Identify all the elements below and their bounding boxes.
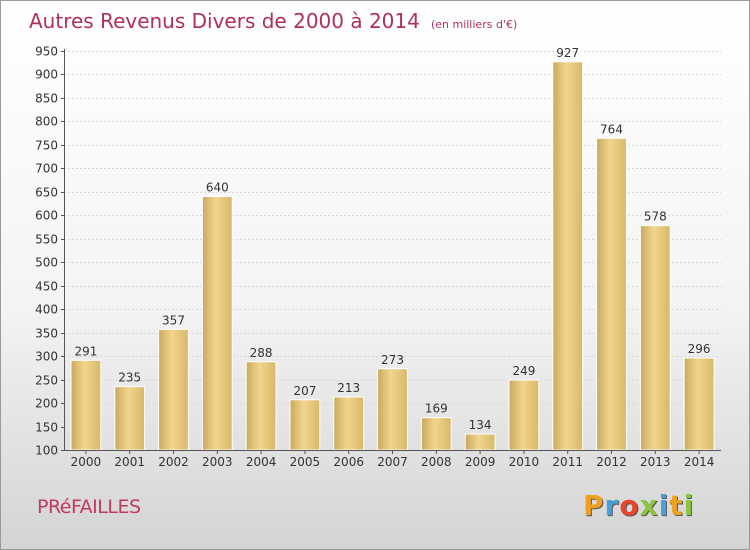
- data-label: 578: [644, 210, 667, 224]
- x-tick-label: 2007: [377, 455, 408, 469]
- logo-letter: r: [604, 489, 620, 522]
- x-tick-label: 2008: [421, 455, 452, 469]
- x-tick-label: 2009: [465, 455, 496, 469]
- proxiti-logo: Proxiti: [583, 489, 694, 522]
- bar: [683, 357, 715, 451]
- x-tick-label: 2012: [596, 455, 627, 469]
- x-tick-label: 2010: [509, 455, 540, 469]
- data-label: 213: [337, 381, 360, 395]
- y-tick-label: 850: [35, 92, 58, 106]
- x-tick-label: 2011: [552, 455, 583, 469]
- y-axis: 100 150 200 250 300 350 400 450 500 550 600 650 700 7…: [35, 45, 65, 458]
- logo-letter: o: [619, 489, 640, 522]
- y-tick-label: 450: [35, 280, 58, 294]
- y-tick-label: 700: [35, 162, 58, 176]
- bar: [596, 137, 627, 451]
- y-tick-label: 950: [35, 45, 58, 59]
- y-tick-label: 350: [35, 327, 58, 341]
- bar: [289, 399, 321, 451]
- bar: [508, 379, 540, 451]
- y-tick-label: 550: [35, 233, 58, 247]
- bars: [70, 61, 715, 451]
- x-axis: 2000 2001 2002 2003 2004 2005 2006 2007 2008 2009…: [64, 450, 721, 469]
- data-label: 288: [250, 346, 273, 360]
- title-block: Autres Revenus Divers de 2000 à 2014 (en…: [29, 9, 517, 33]
- y-tick-label: 400: [35, 303, 58, 317]
- y-tick-label: 650: [35, 186, 58, 200]
- data-label: 249: [512, 364, 535, 378]
- chart-unit: (en milliers d'€): [430, 18, 518, 31]
- data-label: 273: [381, 353, 404, 367]
- logo-letter: x: [639, 489, 659, 522]
- data-label: 764: [600, 122, 623, 136]
- bar: [464, 433, 496, 451]
- data-label: 207: [293, 384, 316, 398]
- chart-title: Autres Revenus Divers de 2000 à 2014: [29, 9, 420, 33]
- data-label: 134: [469, 418, 492, 432]
- bar: [114, 386, 146, 451]
- y-tick-label: 250: [35, 374, 58, 388]
- bar: [552, 61, 584, 451]
- bar: [377, 368, 408, 451]
- commune-name: PRéFAILLES: [37, 496, 141, 518]
- y-tick-label: 800: [35, 115, 58, 129]
- x-tick-label: 2006: [333, 455, 364, 469]
- data-label: 291: [74, 344, 97, 358]
- logo-letter: P: [583, 489, 605, 522]
- x-tick-label: 2004: [246, 455, 277, 469]
- data-label: 357: [162, 313, 185, 327]
- bar: [70, 359, 102, 451]
- data-label: 927: [556, 46, 579, 60]
- bar: [420, 417, 452, 451]
- bar: [158, 328, 189, 451]
- x-tick-label: 2001: [114, 455, 145, 469]
- bar: [333, 396, 365, 451]
- y-tick-label: 150: [35, 421, 58, 435]
- x-tick-label: 2013: [640, 455, 671, 469]
- logo-letter: i: [683, 489, 695, 522]
- x-tick-label: 2000: [71, 455, 102, 469]
- bar: [245, 361, 277, 451]
- y-tick-label: 300: [35, 350, 58, 364]
- y-tick-label: 900: [35, 68, 58, 82]
- logo-letter: i: [658, 489, 670, 522]
- bar: [639, 225, 671, 451]
- y-tick-label: 100: [35, 444, 58, 458]
- bar: [201, 196, 233, 451]
- y-tick-label: 600: [35, 209, 58, 223]
- data-label: 640: [206, 181, 229, 195]
- data-label: 169: [425, 402, 448, 416]
- y-tick-label: 750: [35, 139, 58, 153]
- data-labels: 291 235 357 640 288 207 213 273 169 134 249 927 764 5…: [74, 46, 710, 432]
- y-tick-label: 500: [35, 256, 58, 270]
- x-tick-label: 2005: [290, 455, 321, 469]
- x-tick-label: 2003: [202, 455, 233, 469]
- data-label: 296: [688, 342, 711, 356]
- logo-letter: t: [669, 489, 684, 522]
- data-label: 235: [118, 371, 141, 385]
- y-tick-label: 200: [35, 397, 58, 411]
- x-tick-label: 2014: [684, 455, 715, 469]
- x-tick-label: 2002: [158, 455, 189, 469]
